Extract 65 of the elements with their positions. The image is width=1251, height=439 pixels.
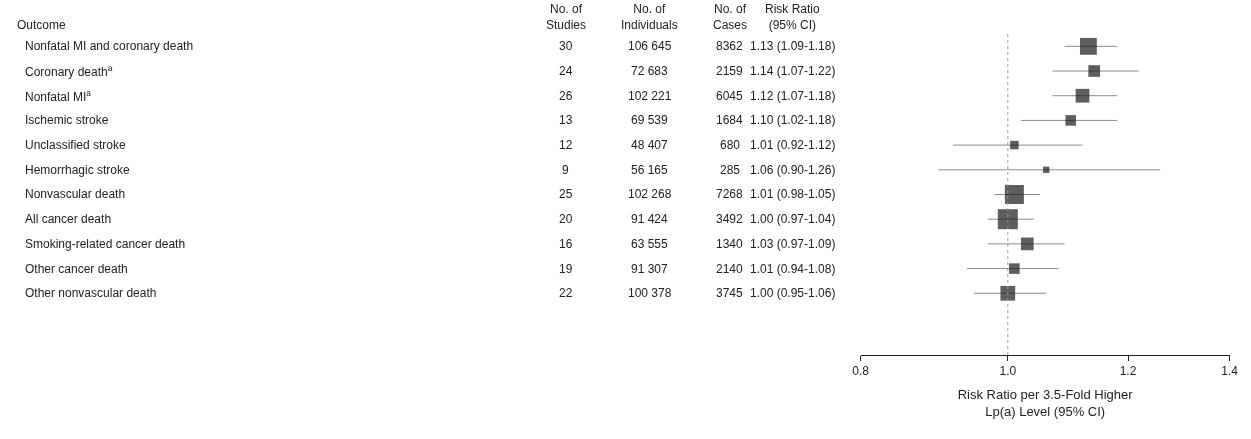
text: 1684 [716, 113, 744, 127]
text: 1.14 (1.07-1.22) [750, 64, 836, 78]
x-tick-label: 0.8 [852, 364, 870, 379]
text: 69 539 [631, 113, 669, 127]
text: 8362 [716, 39, 744, 53]
text: 1.12 (1.07-1.18) [750, 89, 836, 103]
text: 12 [559, 138, 573, 152]
text: 48 407 [631, 138, 669, 152]
text: 1.10 (1.02-1.18) [750, 113, 836, 127]
text: 25 [559, 187, 573, 201]
text: 1.01 (0.94-1.08) [750, 262, 836, 276]
text: 16 [559, 237, 573, 251]
x-tick-label: 1.4 [1221, 364, 1239, 379]
text: 1.06 (0.90-1.26) [750, 163, 836, 177]
text: 1.00 (0.95-1.06) [750, 286, 836, 300]
text: 1.01 (0.92-1.12) [750, 138, 836, 152]
category-label: Hemorrhagic stroke [25, 163, 130, 177]
category-label: Ischemic stroke [25, 113, 109, 127]
text: 102 221 [628, 89, 672, 103]
text: 1.13 (1.09-1.18) [750, 39, 836, 53]
text: 63 555 [631, 237, 669, 251]
category-label: Other cancer death [25, 262, 128, 276]
category-label: Other nonvascular death [25, 286, 157, 300]
text: 22 [559, 286, 573, 300]
text: 102 268 [628, 187, 672, 201]
text: 1.01 (0.98-1.05) [750, 187, 836, 201]
text: 3492 [716, 212, 744, 226]
category-label: Risk Ratio (95% CI) [765, 2, 821, 32]
text: Outcome [17, 18, 67, 32]
text: 91 424 [631, 212, 669, 226]
text: 106 645 [628, 39, 672, 53]
text: 91 307 [631, 262, 669, 276]
category-label: No. of Individuals [621, 2, 678, 32]
category-label: Nonfatal MI$^{a}$ [25, 88, 92, 105]
text: 19 [559, 262, 573, 276]
category-label: Coronary death$^{a}$ [25, 63, 113, 80]
category-label: No. of Cases [713, 2, 748, 32]
text: 1340 [716, 237, 744, 251]
text: 6045 [716, 89, 744, 103]
category-label: Unclassified stroke [25, 138, 126, 152]
text: 13 [559, 113, 573, 127]
text: 26 [559, 89, 573, 103]
category-label: All cancer death [25, 212, 112, 226]
text: 24 [559, 64, 573, 78]
text: 56 165 [631, 163, 669, 177]
text: 2159 [716, 64, 744, 78]
text: 1.00 (0.97-1.04) [750, 212, 836, 226]
text: 1.03 (0.97-1.09) [750, 237, 836, 251]
text: 285 [720, 163, 741, 177]
text: 30 [559, 39, 573, 53]
text: 3745 [716, 286, 744, 300]
x-tick-label: 1.0 [999, 364, 1017, 379]
x-axis-title: Risk Ratio per 3.5-Fold Higher Lp(a) Level (95% CI) [957, 387, 1134, 419]
text: 2140 [716, 262, 744, 276]
category-label: Nonvascular death [25, 187, 126, 201]
category-label: No. of Studies [546, 2, 587, 32]
x-tick-label: 1.2 [1119, 364, 1137, 379]
text: 72 683 [631, 64, 669, 78]
text: 9 [562, 163, 569, 177]
category-label: Smoking-related cancer death [25, 237, 186, 251]
text: 7268 [716, 187, 744, 201]
text: 20 [559, 212, 573, 226]
text: 680 [720, 138, 741, 152]
text: 100 378 [628, 286, 672, 300]
category-label: Nonfatal MI and coronary death [25, 39, 194, 53]
